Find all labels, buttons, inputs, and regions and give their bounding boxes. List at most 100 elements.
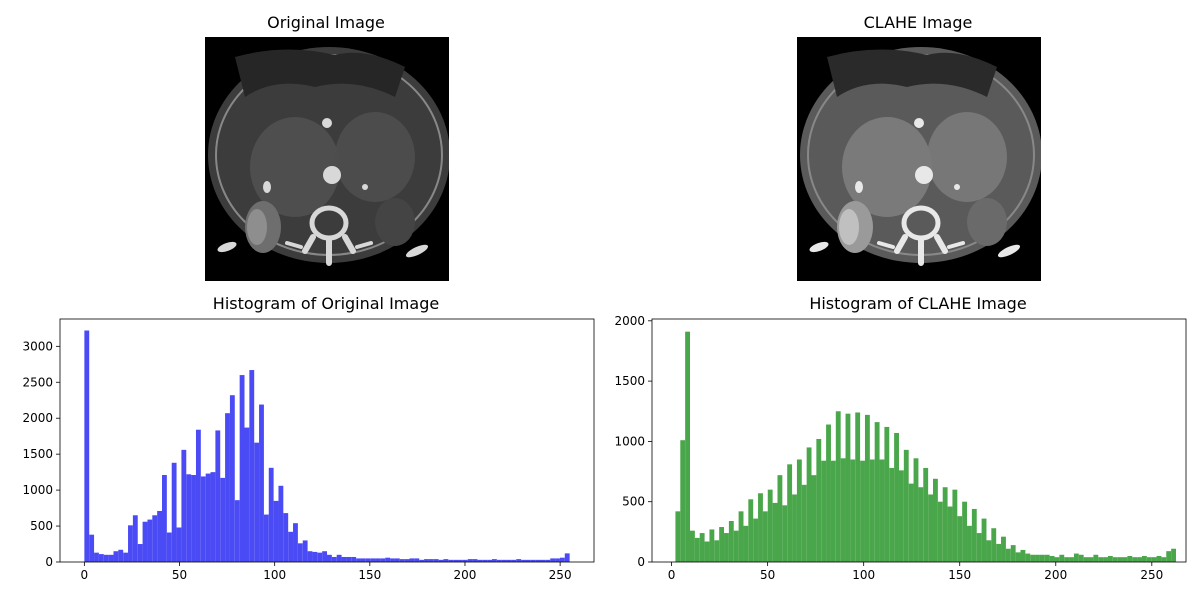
hist-clahe-bar	[1112, 557, 1118, 562]
hist-clahe-bar	[864, 414, 870, 562]
hist-clahe-bar	[879, 459, 885, 562]
hist-clahe-bar	[1015, 552, 1021, 562]
hist-clahe-bar	[923, 467, 929, 562]
clahe-ct-image	[797, 37, 1041, 281]
hist-clahe-bar	[709, 529, 715, 562]
hist-clahe-bar	[1049, 555, 1055, 562]
hist-clahe-bar	[704, 541, 710, 562]
hist-clahe-bar	[850, 459, 856, 562]
hist-original-bar	[341, 556, 347, 562]
hist-clahe-bar	[1035, 554, 1040, 562]
hist-clahe-bar	[675, 511, 681, 562]
hist-clahe-bar	[1054, 557, 1060, 562]
hist-original-bar	[123, 552, 129, 562]
hist-clahe-bar	[874, 422, 880, 562]
hist-original-bar	[511, 559, 517, 562]
hist-original-bar	[521, 559, 526, 562]
hist-clahe-axes-frame	[651, 318, 1187, 563]
hist-original-bar	[462, 559, 468, 562]
hist-original-bar	[84, 330, 90, 562]
hist-clahe-bar	[758, 493, 763, 562]
hist-original-bar	[399, 559, 405, 562]
hist-clahe-bar	[1030, 554, 1036, 562]
hist-clahe-bar	[782, 505, 788, 562]
hist-clahe-bar	[860, 460, 865, 562]
hist-clahe-bar	[772, 502, 778, 562]
hist-clahe-bar	[743, 525, 749, 562]
hist-clahe-y-tick-label: 0	[637, 555, 645, 569]
hist-clahe-y-tick-label: 1000	[614, 434, 645, 448]
hist-original-bar	[414, 558, 420, 562]
hist-original-bar	[443, 559, 449, 562]
hist-original-bar	[118, 549, 124, 562]
hist-clahe-bar	[1088, 557, 1094, 562]
hist-clahe-bar	[777, 475, 783, 562]
hist-original-bar	[428, 559, 434, 562]
hist-clahe-bar	[733, 530, 739, 562]
hist-clahe-y-tick-label: 2000	[614, 314, 645, 328]
hist-clahe-bar	[690, 530, 695, 562]
hist-clahe-bar	[1132, 557, 1138, 562]
hist-clahe-bar	[855, 412, 861, 562]
hist-original-bar	[278, 485, 284, 562]
hist-clahe-bar	[986, 540, 992, 562]
hist-clahe-bar	[884, 426, 890, 562]
hist-clahe-bar	[845, 413, 851, 562]
hist-original-bar	[409, 558, 415, 562]
hist-clahe-bar	[1146, 557, 1152, 562]
hist-clahe-bar	[699, 533, 705, 562]
hist-original-bar	[394, 558, 400, 562]
hist-clahe-x-tick-label: 250	[1140, 568, 1163, 582]
hist-clahe-bar	[1005, 548, 1011, 562]
hist-clahe-bar	[869, 459, 875, 562]
hist-original-bar	[113, 551, 119, 562]
hist-original-bar	[142, 521, 148, 562]
hist-original-bar	[385, 557, 391, 562]
hist-clahe-bar	[1117, 557, 1123, 562]
hist-clahe-bar	[1127, 555, 1133, 562]
hist-clahe-bar	[680, 440, 686, 562]
hist-clahe-x-tick-label: 50	[760, 568, 775, 582]
hist-original-bar	[433, 559, 439, 562]
hist-original-bar	[176, 527, 182, 562]
hist-original-bar	[195, 429, 201, 562]
hist-clahe-bar	[724, 533, 729, 562]
hist-clahe-bar	[1064, 557, 1070, 562]
hist-clahe-y-tick-label: 1500	[614, 374, 645, 388]
hist-clahe-bar	[1073, 553, 1079, 562]
hist-original-bar	[210, 472, 216, 562]
hist-original-bar	[94, 552, 99, 562]
hist-original-bar	[375, 558, 381, 562]
hist-clahe-bar	[1020, 549, 1026, 562]
hist-clahe-bar	[996, 543, 1002, 562]
hist-original-bar	[516, 559, 522, 562]
hist-clahe-bar	[1001, 536, 1006, 562]
hist-original-bar	[550, 558, 556, 562]
hist-clahe-bar	[1107, 555, 1113, 562]
hist-clahe-bar	[719, 527, 725, 562]
hist-clahe-x-tick-label: 0	[668, 568, 676, 582]
hist-clahe-bar	[976, 533, 982, 562]
hist-original-bar	[555, 558, 560, 562]
hist-clahe-bar	[894, 432, 899, 562]
hist-original-y-tick-label: 2000	[22, 411, 53, 425]
hist-original-bar	[404, 559, 410, 562]
hist-clahe-bar	[830, 460, 836, 562]
hist-clahe-bar	[918, 487, 924, 562]
hist-original-bar	[171, 462, 177, 562]
hist-clahe-y-tick-label: 500	[622, 495, 645, 509]
hist-original-x-tick-label: 200	[454, 568, 477, 582]
hist-original-bar	[453, 559, 459, 562]
hist-original-bar	[419, 559, 425, 562]
hist-clahe-bar	[971, 508, 977, 562]
hist-original-bar	[239, 375, 245, 562]
hist-clahe-bar	[762, 511, 768, 562]
hist-original-bar	[525, 559, 531, 562]
hist-clahe-bar	[806, 447, 812, 562]
hist-original-bar	[530, 559, 536, 562]
hist-clahe-bar	[816, 438, 822, 562]
hist-original-bar	[259, 404, 264, 562]
hist-clahe-bar	[801, 484, 807, 562]
hist-clahe-bar	[792, 494, 797, 562]
